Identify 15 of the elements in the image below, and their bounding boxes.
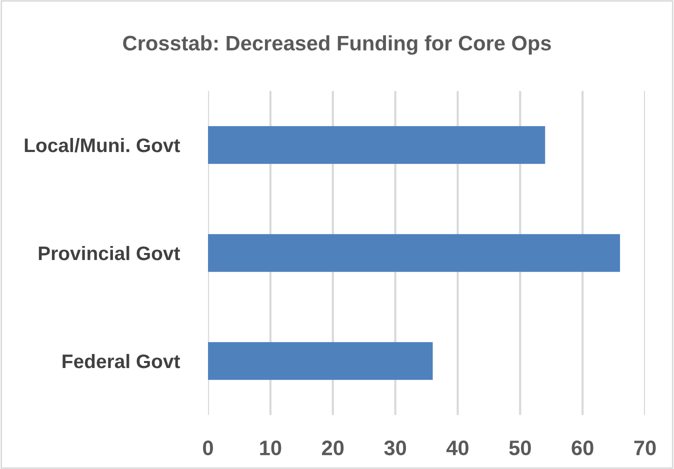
y-tick-label: Provincial Govt xyxy=(38,246,180,260)
x-tick-label: 40 xyxy=(446,440,468,456)
x-tick-label: 0 xyxy=(203,440,213,456)
y-tick-label: Federal Govt xyxy=(62,354,180,368)
x-tick-label: 20 xyxy=(322,440,344,456)
x-tick-label: 10 xyxy=(260,440,282,456)
y-tick-label: Local/Muni. Govt xyxy=(24,138,180,152)
bar xyxy=(208,342,433,380)
chart-title: Crosstab: Decreased Funding for Core Ops xyxy=(123,35,551,55)
x-tick-label: 30 xyxy=(384,440,406,456)
bar xyxy=(208,126,546,164)
x-tick-label: 60 xyxy=(572,440,594,456)
x-tick-label: 70 xyxy=(634,440,656,456)
x-tick-label: 50 xyxy=(509,440,531,456)
bar xyxy=(208,234,620,272)
